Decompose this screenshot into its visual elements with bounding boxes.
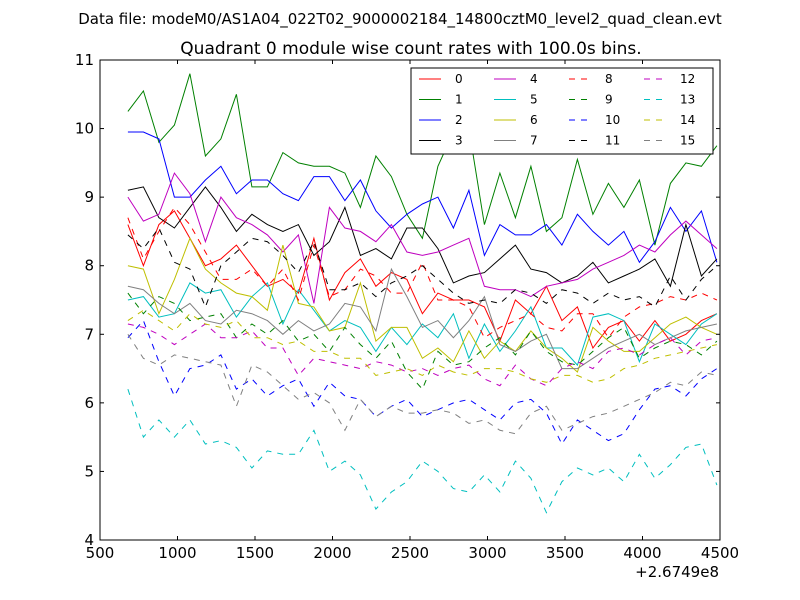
x-tick-label: 1000: [158, 544, 196, 562]
series-line-4: [127, 172, 718, 304]
legend-label-0: 0: [455, 72, 463, 86]
series-line-14: [127, 309, 718, 383]
series-line-2: [127, 131, 718, 264]
y-tick-label: 4: [84, 531, 94, 549]
x-tick-label: 3500: [546, 544, 584, 562]
x-tick-label: 4000: [623, 544, 661, 562]
legend-label-8: 8: [605, 72, 613, 86]
x-tick-label: 1500: [236, 544, 274, 562]
y-tick-label: 9: [84, 188, 94, 206]
y-tick-label: 5: [84, 462, 94, 480]
y-tick-label: 7: [84, 325, 94, 343]
y-tick-label: 10: [75, 120, 94, 138]
series-line-0: [127, 210, 718, 350]
legend-label-10: 10: [605, 113, 620, 127]
series-line-5: [127, 282, 718, 367]
series-line-9: [127, 292, 718, 391]
series-line-8: [127, 206, 718, 339]
x-tick-label: 2000: [313, 544, 351, 562]
legend-label-12: 12: [680, 72, 695, 86]
series-line-10: [127, 319, 718, 446]
legend-label-9: 9: [605, 93, 613, 107]
data-file-title: Data file: modeM0/AS1A04_022T02_90000021…: [78, 10, 722, 29]
series-line-12: [127, 323, 718, 387]
x-tick-label: 2500: [391, 544, 429, 562]
legend-label-14: 14: [680, 113, 695, 127]
series-line-15: [127, 334, 718, 435]
y-tick-label: 8: [84, 257, 94, 275]
legend-label-3: 3: [455, 134, 463, 148]
series-line-11: [127, 227, 718, 309]
x-axis: 500 1000 1500 2000 2500 3000 3500 4000 4500: [86, 60, 739, 562]
legend-label-4: 4: [530, 72, 538, 86]
legend-label-11: 11: [605, 134, 620, 148]
legend-label-2: 2: [455, 113, 463, 127]
series-line-13: [127, 388, 718, 514]
legend-label-13: 13: [680, 93, 695, 107]
legend-label-6: 6: [530, 113, 538, 127]
plot-lines: [127, 73, 718, 514]
x-axis-offset-label: +2.6749e8: [635, 563, 719, 581]
series-line-6: [127, 237, 718, 373]
legend-label-1: 1: [455, 93, 463, 107]
series-line-7: [127, 267, 718, 370]
series-line-1: [127, 73, 718, 246]
x-tick-label: 4500: [701, 544, 739, 562]
legend-label-15: 15: [680, 134, 695, 148]
legend-box: [410, 67, 714, 155]
y-tick-label: 11: [75, 51, 94, 69]
x-tick-label: 3000: [468, 544, 506, 562]
series-line-3: [127, 186, 718, 288]
legend-label-5: 5: [530, 93, 538, 107]
chart-title: Quadrant 0 module wise count rates with …: [180, 39, 641, 59]
x-tick-label: 500: [86, 544, 115, 562]
legend-label-7: 7: [530, 134, 538, 148]
y-tick-label: 6: [84, 394, 94, 412]
